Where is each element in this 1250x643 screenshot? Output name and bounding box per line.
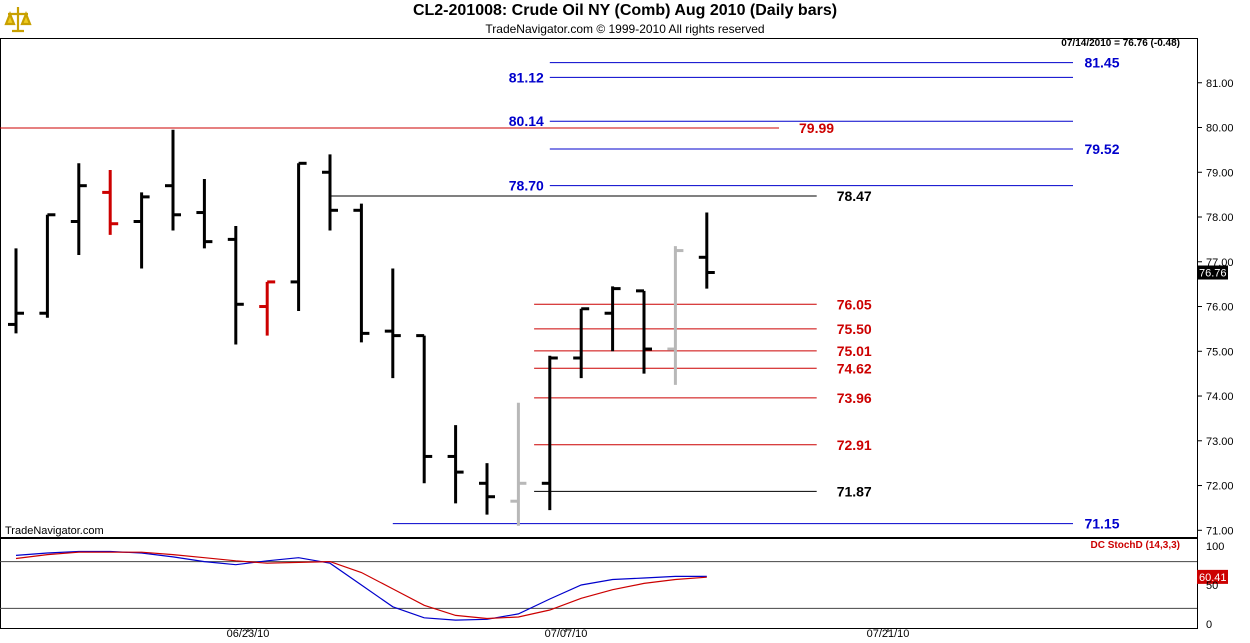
ohlc-bar bbox=[510, 402, 527, 526]
ohlc-bar bbox=[227, 225, 244, 345]
ohlc-bar bbox=[165, 129, 181, 231]
ohlc-bar bbox=[698, 212, 715, 289]
last-quote-label: 07/14/2010 = 76.76 (-0.48) bbox=[1061, 38, 1180, 49]
level-label: 81.12 bbox=[509, 69, 544, 85]
chart-title: CL2-201008: Crude Oil NY (Comb) Aug 2010… bbox=[412, 2, 838, 19]
y-tick-label: 80.00 bbox=[1206, 123, 1234, 135]
ohlc-bar bbox=[133, 192, 150, 269]
ohlc-bar bbox=[541, 355, 558, 511]
ohlc-bar bbox=[667, 246, 684, 385]
y-tick-label: 73.00 bbox=[1206, 436, 1234, 448]
x-tick-label: 07/07/10 bbox=[545, 628, 588, 640]
ohlc-bar bbox=[353, 203, 370, 343]
oscillator-title: DC StochD (14,3,3) bbox=[1091, 540, 1180, 551]
ohlc-bar bbox=[70, 163, 87, 256]
last-price-tag bbox=[1197, 265, 1228, 280]
level-label: 71.87 bbox=[837, 483, 872, 499]
ohlc-bar bbox=[8, 248, 24, 334]
ohlc-bar bbox=[479, 463, 495, 515]
price-panel-frame bbox=[0, 38, 1198, 538]
oscillator-panel-frame bbox=[0, 538, 1198, 629]
ohlc-bar bbox=[196, 178, 213, 249]
ohlc-bar bbox=[322, 154, 338, 231]
y-tick-label: 75.00 bbox=[1206, 346, 1234, 358]
y-tick-label: 79.00 bbox=[1206, 167, 1234, 179]
osc-y-tick-label: 50 bbox=[1206, 580, 1218, 592]
watermark-label: TradeNavigator.com bbox=[5, 525, 104, 537]
trade-navigator-logo bbox=[4, 7, 32, 33]
level-label: 73.96 bbox=[837, 390, 872, 406]
level-label: 74.62 bbox=[837, 360, 872, 376]
level-label: 71.15 bbox=[1084, 516, 1119, 532]
y-tick-label: 81.00 bbox=[1206, 78, 1234, 90]
level-label: 76.05 bbox=[837, 296, 872, 312]
ohlc-bar bbox=[604, 286, 621, 352]
ohlc-bar bbox=[447, 425, 464, 504]
ohlc-bar bbox=[573, 307, 590, 379]
x-tick-label: 07/21/10 bbox=[867, 628, 910, 640]
level-label: 79.52 bbox=[1084, 141, 1119, 157]
chart-subtitle: TradeNavigator.com © 1999-2010 All right… bbox=[485, 22, 765, 36]
osc-value-label: 60.41 bbox=[1199, 572, 1227, 584]
level-label: 79.99 bbox=[799, 120, 834, 136]
ohlc-bar bbox=[416, 334, 433, 484]
ohlc-bar bbox=[259, 280, 276, 336]
ohlc-bar bbox=[39, 213, 56, 318]
ohlc-bar bbox=[290, 161, 307, 311]
osc-y-tick-label: 100 bbox=[1206, 541, 1224, 553]
level-label: 75.50 bbox=[837, 321, 872, 337]
y-tick-label: 78.00 bbox=[1206, 212, 1234, 224]
level-label: 78.70 bbox=[509, 178, 544, 194]
y-tick-label: 74.00 bbox=[1206, 391, 1234, 403]
ohlc-bar bbox=[636, 289, 652, 374]
y-tick-label: 72.00 bbox=[1206, 481, 1234, 493]
y-tick-label: 76.00 bbox=[1206, 302, 1234, 314]
last-price-label: 76.76 bbox=[1199, 268, 1227, 280]
level-label: 78.47 bbox=[837, 188, 872, 204]
stoch-red-line bbox=[15, 551, 707, 620]
y-tick-label: 71.00 bbox=[1206, 525, 1234, 537]
level-label: 75.01 bbox=[837, 343, 872, 359]
level-label: 72.91 bbox=[837, 437, 872, 453]
osc-value-tag bbox=[1197, 569, 1228, 584]
level-label: 80.14 bbox=[509, 113, 544, 129]
level-label: 81.45 bbox=[1084, 55, 1119, 71]
ohlc-bar bbox=[384, 268, 401, 379]
x-tick-label: 06/23/10 bbox=[227, 628, 270, 640]
osc-y-tick-label: 0 bbox=[1206, 619, 1212, 631]
ohlc-bar bbox=[102, 170, 119, 235]
